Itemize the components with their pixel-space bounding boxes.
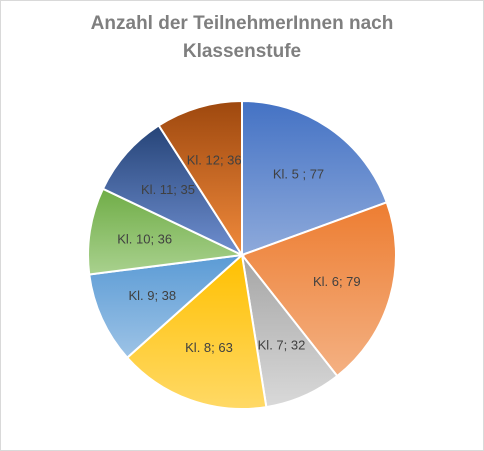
slice-label: Kl. 12; 36	[187, 152, 242, 167]
pie-slice	[101, 124, 245, 258]
pie-slice	[87, 187, 246, 276]
pie-slice	[157, 99, 243, 259]
slice-label: Kl. 5 ; 77	[273, 166, 324, 181]
slice-label: Kl. 9; 38	[128, 288, 176, 303]
pie-slice	[88, 253, 246, 360]
pie-slice	[241, 99, 388, 257]
slice-label: Kl. 8; 63	[185, 340, 233, 355]
chart-title: Anzahl der TeilnehmerInnen nach Klassens…	[0, 10, 484, 66]
slice-label: Kl. 6; 79	[313, 274, 361, 289]
pie-slice	[125, 253, 268, 410]
slice-label: Kl. 7; 32	[258, 337, 306, 352]
slice-label: Kl. 11; 35	[141, 182, 195, 197]
slice-label: Kl. 10; 36	[117, 231, 172, 246]
pie-slice	[240, 201, 397, 378]
chart-title-line2: Klassenstufe	[182, 41, 302, 62]
chart-title-line1: Anzahl der TeilnehmerInnen nach	[90, 13, 394, 34]
